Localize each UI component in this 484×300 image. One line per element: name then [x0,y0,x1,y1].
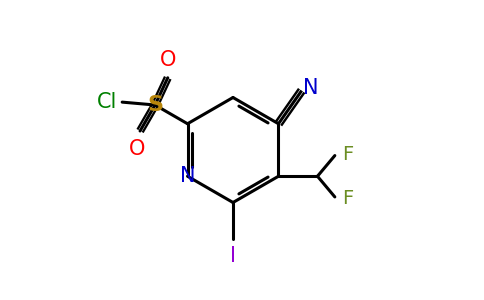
Text: O: O [129,140,145,159]
Text: F: F [342,189,354,208]
Text: I: I [230,246,236,266]
Text: Cl: Cl [96,92,117,112]
Text: O: O [160,50,176,70]
Text: S: S [147,95,163,115]
Text: N: N [303,78,318,98]
Text: F: F [342,145,354,164]
Text: N: N [180,166,195,186]
